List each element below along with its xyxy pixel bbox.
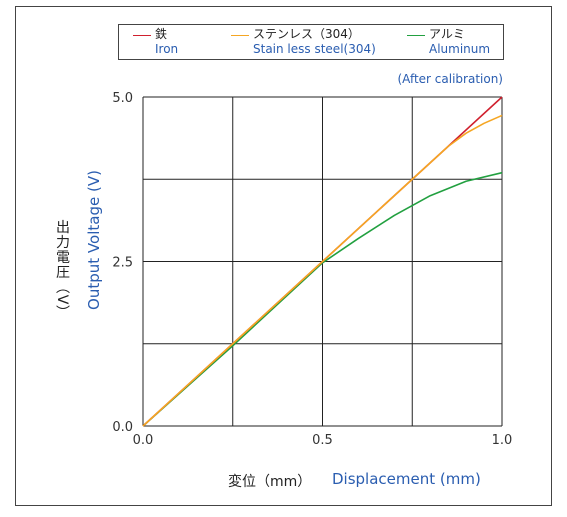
x-axis-label-jp: 変位（mm） bbox=[228, 474, 312, 490]
x-tick-label: 1.0 bbox=[492, 433, 513, 448]
calibration-note: (After calibration) bbox=[397, 72, 503, 86]
legend-swatch-iron bbox=[133, 35, 151, 36]
legend-label-aluminum-jp: アルミ bbox=[429, 27, 465, 41]
y-axis-label-jp: 出力電圧（V） bbox=[54, 219, 70, 321]
legend-label-iron-jp: 鉄 bbox=[155, 27, 168, 41]
series-line-stainless bbox=[142, 114, 503, 427]
y-axis-label-en: Output Voltage (V) bbox=[85, 170, 103, 310]
legend-swatch-stainless bbox=[231, 35, 249, 36]
legend-label-aluminum-en: Aluminum bbox=[429, 42, 491, 56]
legend-label-iron-en: Iron bbox=[155, 42, 179, 56]
tick-labels: 0.0 0.5 1.0 0.0 2.5 5.0 bbox=[112, 91, 512, 448]
chart-frame bbox=[15, 6, 552, 506]
x-tick-label: 0.0 bbox=[133, 433, 154, 448]
legend: 鉄 Iron ステンレス（304） Stain less steel(304) … bbox=[118, 24, 504, 60]
y-tick-label: 0.0 bbox=[112, 420, 133, 435]
x-tick-label: 0.5 bbox=[312, 433, 333, 448]
x-axis-label-en: Displacement (mm) bbox=[332, 470, 481, 488]
legend-swatch-aluminum bbox=[407, 35, 425, 36]
legend-label-stainless-jp: ステンレス（304） bbox=[253, 27, 360, 41]
y-tick-label: 2.5 bbox=[112, 256, 133, 271]
y-tick-label: 5.0 bbox=[112, 91, 133, 106]
series-lines bbox=[142, 96, 503, 427]
legend-label-stainless-en: Stain less steel(304) bbox=[253, 42, 376, 56]
series-line-aluminum bbox=[142, 171, 503, 427]
